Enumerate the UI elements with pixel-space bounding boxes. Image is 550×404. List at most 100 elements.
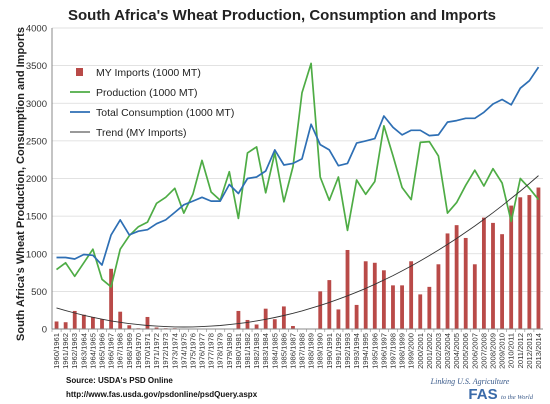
import-bar: [81, 314, 86, 329]
x-tick-label: 2008/2009: [488, 333, 497, 369]
import-bar: [372, 262, 377, 329]
x-tick-labels: 1960/1961 1961/1962 1962/1963 1963/1964 1964…: [52, 333, 543, 369]
x-tick-label: 1997/1998: [388, 333, 397, 369]
y-tick-label: 1500: [26, 212, 47, 223]
imports-bars: [54, 187, 541, 329]
import-bar: [263, 308, 268, 329]
y-tick-label: 0: [42, 325, 47, 336]
import-bar: [418, 294, 423, 329]
import-bar: [445, 233, 450, 329]
series-lines: [55, 62, 540, 328]
import-bar: [318, 291, 323, 329]
x-tick-label: 2005/2006: [461, 333, 470, 369]
x-tick-label: 2011/2012: [516, 333, 525, 368]
source-url: http://www.fas.usda.gov/psdonline/psdQue…: [66, 390, 258, 399]
y-tick-label: 2500: [26, 136, 47, 147]
x-tick-label: 1973/1974: [170, 333, 179, 369]
import-bar: [327, 280, 332, 329]
y-axis-label: South Africa's Wheat Production, Consump…: [15, 27, 27, 341]
import-bar: [381, 270, 386, 329]
logo-tagline-2: to the World: [501, 394, 534, 401]
x-tick-label: 1993/1994: [352, 333, 361, 369]
import-bar: [481, 217, 486, 329]
x-tick-label: 1978/1979: [216, 333, 225, 369]
legend: MY Imports (1000 MT) Production (1000 MT)…: [70, 67, 234, 139]
logo-tagline: Linking U.S. Agriculture: [430, 377, 510, 386]
axes: [51, 28, 543, 332]
x-tick-label: 1982/1983: [252, 333, 261, 369]
x-tick-label: 1972/1973: [161, 333, 170, 369]
import-bar: [436, 264, 441, 329]
import-bar: [363, 261, 368, 329]
import-bar: [391, 285, 395, 329]
import-bar: [400, 285, 404, 329]
import-bar: [91, 316, 95, 329]
x-tick-label: 1985/1986: [279, 333, 288, 369]
import-bar: [281, 306, 286, 329]
import-bar: [236, 310, 241, 329]
import-bar: [109, 268, 114, 329]
x-tick-label: 1963/1964: [79, 333, 88, 369]
import-bar: [509, 205, 514, 329]
import-bar: [500, 234, 504, 329]
x-tick-label: 1969/1970: [134, 333, 143, 369]
import-bar: [354, 304, 359, 329]
import-bar: [100, 319, 104, 329]
import-bar: [409, 261, 414, 329]
x-tick-label: 1980/1981: [234, 333, 243, 369]
y-tick-labels: 0 500 1000 1500 2000 2500 3000 3500 4000: [26, 24, 47, 336]
import-bar: [527, 195, 532, 329]
x-tick-label: 1966/1967: [107, 333, 116, 369]
y-tick-label: 1000: [26, 249, 47, 260]
x-tick-label: 1960/1961: [52, 333, 61, 369]
y-tick-label: 3000: [26, 99, 47, 110]
import-bar: [463, 237, 468, 329]
x-tick-label: 1996/1997: [379, 333, 388, 369]
x-tick-label: 1977/1978: [207, 333, 216, 369]
x-tick-label: 2007/2008: [479, 333, 488, 369]
import-bar: [427, 286, 432, 329]
import-bar: [254, 324, 259, 329]
source-line: Source: USDA's PSD Online: [66, 376, 173, 385]
legend-label: Production (1000 MT): [96, 87, 198, 99]
x-tick-label: 1990/1991: [325, 333, 334, 369]
x-tick-label: 1984/1985: [270, 333, 279, 369]
fas-logo: Linking U.S. Agriculture FAS to the Worl…: [430, 377, 534, 403]
x-tick-label: 1981/1982: [243, 333, 252, 369]
legend-label: MY Imports (1000 MT): [96, 67, 201, 79]
x-tick-label: 1971/1972: [152, 333, 161, 369]
x-tick-label: 1989/1990: [316, 333, 325, 369]
consumption-line: [56, 66, 540, 266]
x-tick-label: 2004/2005: [452, 333, 461, 369]
import-bar: [154, 327, 159, 329]
gridlines: [52, 27, 543, 292]
legend-label: Total Consumption (1000 MT): [96, 107, 234, 119]
logo-mark: FAS: [468, 386, 497, 403]
import-bar: [118, 311, 123, 329]
x-tick-label: 1986/1987: [288, 333, 297, 369]
import-bar: [345, 249, 350, 329]
import-bar: [454, 225, 459, 329]
x-tick-label: 1995/1996: [370, 333, 379, 369]
x-tick-label: 1970/1971: [143, 333, 152, 369]
x-tick-label: 2001/2002: [425, 333, 434, 369]
production-line: [55, 62, 540, 288]
x-tick-label: 1998/1999: [398, 333, 407, 369]
import-bar: [518, 197, 523, 329]
x-tick-label: 1961/1962: [61, 333, 70, 369]
legend-label: Trend (MY Imports): [96, 127, 186, 139]
x-tick-label: 2006/2007: [470, 333, 479, 369]
x-tick-label: 2010/2011: [507, 333, 516, 368]
x-tick-label: 1987/1988: [298, 333, 307, 369]
x-tick-label: 1988/1989: [307, 333, 316, 369]
import-bar: [472, 264, 477, 329]
import-bar: [145, 316, 150, 329]
import-bar: [536, 187, 541, 329]
import-bar: [291, 325, 295, 329]
x-tick-label: 1975/1976: [188, 333, 197, 369]
x-tick-label: 1983/1984: [261, 333, 270, 369]
trend-line: [56, 175, 539, 328]
y-tick-label: 500: [31, 287, 47, 298]
x-tick-label: 1994/1995: [361, 333, 370, 369]
y-tick-label: 2000: [26, 174, 47, 185]
